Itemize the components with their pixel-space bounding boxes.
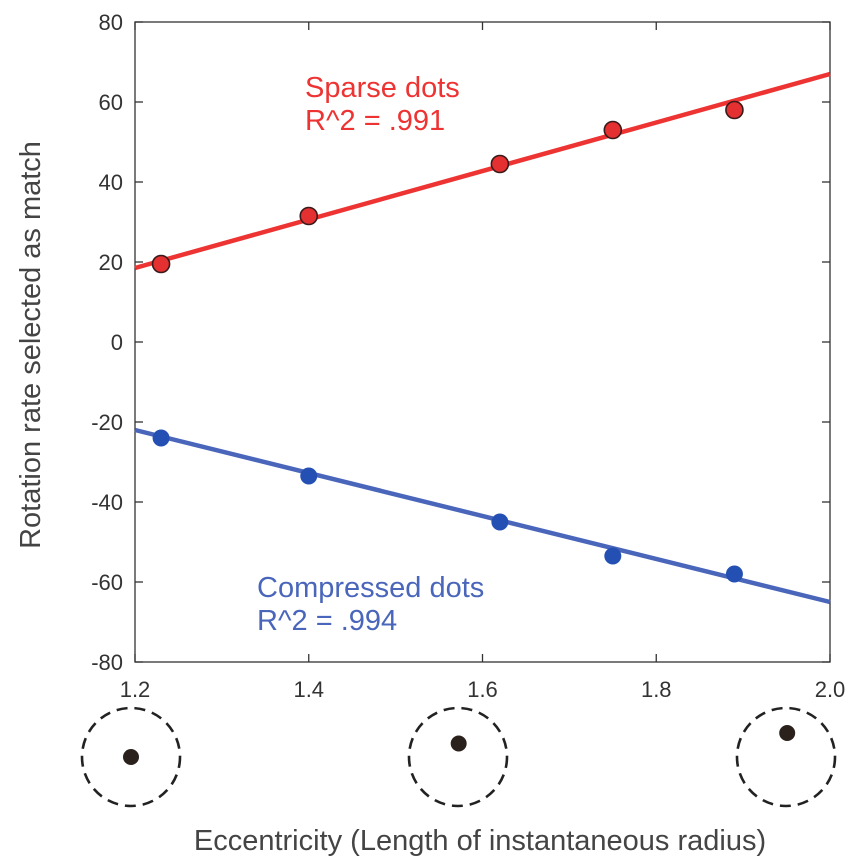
- x-tick-label: 1.8: [641, 677, 672, 702]
- sparse-data-point: [151, 254, 171, 274]
- y-tick-label: 40: [99, 170, 123, 195]
- y-tick-label: -80: [91, 650, 123, 675]
- x-axis-ticks: 1.2 1.4 1.6 1.8 2.0: [120, 22, 846, 702]
- dashed-orbit-circle: [735, 706, 837, 808]
- y-tick-label: -40: [91, 490, 123, 515]
- compressed-r2-annotation: R^2 = .994: [257, 605, 397, 637]
- compressed-fit-line: [134, 427, 831, 605]
- compressed-series-name: Compressed dots: [257, 572, 484, 604]
- compressed-data-point: [604, 547, 622, 565]
- x-axis-title: Eccentricity (Length of instantaneous ra…: [194, 825, 766, 857]
- sparse-data-point: [299, 206, 319, 226]
- y-tick-label: 60: [99, 90, 123, 115]
- eccentricity-icon: [735, 706, 837, 808]
- sparse-fit-line: [134, 71, 831, 271]
- sparse-data-point: [725, 100, 744, 120]
- orbit-dot: [450, 735, 467, 752]
- eccentricity-icon: [407, 706, 509, 808]
- y-axis-ticks: 80 60 40 20 0 -20 -40 -60 -80: [91, 10, 830, 675]
- compressed-data-point: [152, 429, 170, 447]
- compressed-data-point: [300, 467, 318, 485]
- y-axis-title: Rotation rate selected as match: [15, 141, 47, 549]
- y-tick-label: -20: [91, 410, 123, 435]
- eccentricity-icon: [80, 706, 182, 808]
- orbit-dot: [123, 749, 139, 765]
- sparse-series-name: Sparse dots: [305, 72, 460, 104]
- sparse-r2-annotation: R^2 = .991: [305, 105, 445, 137]
- orbit-dot: [779, 725, 796, 741]
- x-tick-label: 2.0: [815, 677, 846, 702]
- dashed-orbit-circle: [407, 706, 509, 808]
- y-tick-label: 80: [99, 10, 123, 35]
- x-tick-label: 1.4: [293, 677, 324, 702]
- plot-border: [134, 21, 831, 663]
- sparse-data-point: [603, 120, 623, 140]
- y-tick-label: 20: [99, 250, 123, 275]
- eccentricity-icons: [80, 706, 837, 808]
- y-tick-label: 0: [111, 330, 123, 355]
- data-points: [151, 100, 744, 583]
- dashed-orbit-circle: [80, 706, 182, 808]
- x-tick-label: 1.6: [467, 677, 498, 702]
- sparse-data-point: [490, 154, 510, 174]
- y-tick-label: -60: [91, 570, 123, 595]
- plot-frame: [134, 21, 831, 663]
- compressed-data-point: [491, 513, 509, 531]
- compressed-data-point: [725, 565, 743, 583]
- x-tick-label: 1.2: [120, 677, 151, 702]
- fit-lines: [134, 71, 831, 605]
